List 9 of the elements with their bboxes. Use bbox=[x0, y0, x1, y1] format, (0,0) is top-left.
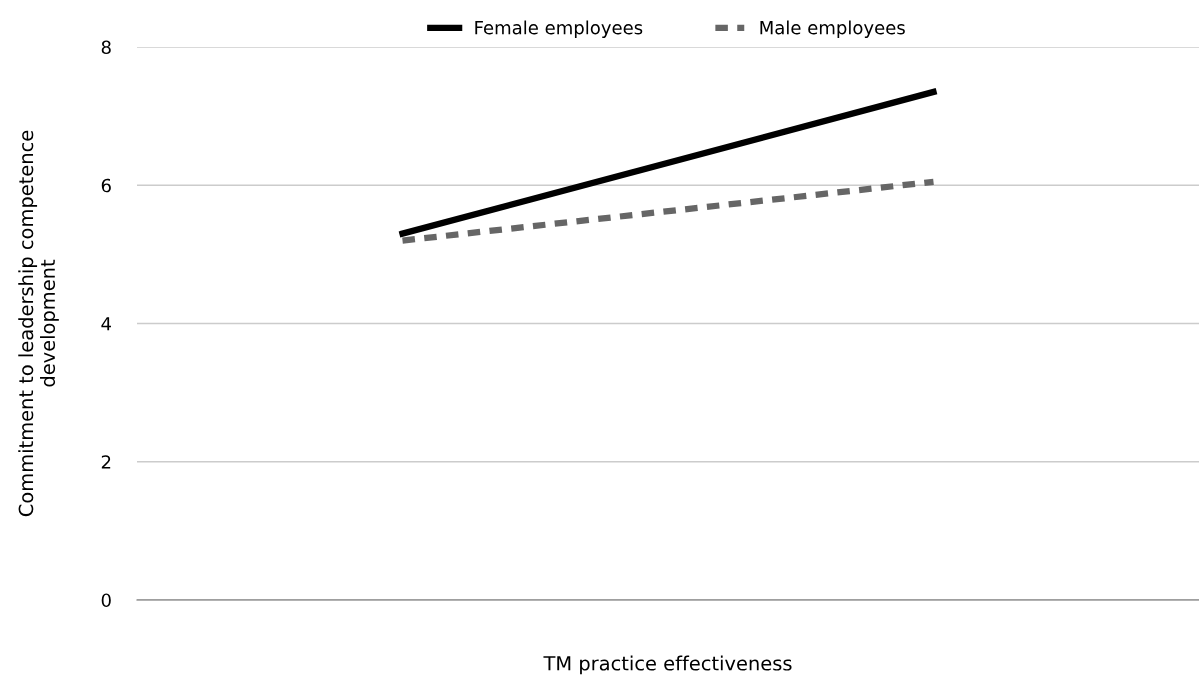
y-tick-label: 2 bbox=[101, 455, 111, 469]
y-tick-label: 0 bbox=[101, 593, 111, 608]
legend-label: Female employees bbox=[475, 20, 643, 38]
y-axis-title: Commitment to leadership competence development bbox=[18, 130, 59, 517]
x-axis-title: TM practice effectiveness bbox=[543, 655, 792, 675]
legend-label: Male employees bbox=[760, 20, 905, 38]
y-tick-label: 4 bbox=[101, 317, 111, 331]
y-tick-label: 6 bbox=[101, 178, 111, 193]
y-tick-label: 8 bbox=[101, 40, 111, 55]
